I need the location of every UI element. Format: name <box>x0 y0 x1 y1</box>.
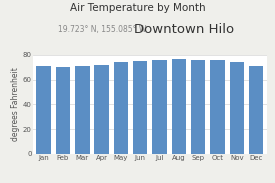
Bar <box>152 60 167 154</box>
Bar <box>191 60 205 154</box>
Bar <box>133 61 147 154</box>
Bar <box>94 65 109 154</box>
Text: Air Temperature by Month: Air Temperature by Month <box>70 3 205 13</box>
Bar <box>56 67 70 154</box>
Bar <box>172 59 186 154</box>
Bar <box>210 60 225 154</box>
Bar <box>249 66 263 154</box>
Bar <box>75 66 89 154</box>
Bar <box>36 66 51 154</box>
Text: 19.723° N, 155.085° W: 19.723° N, 155.085° W <box>57 25 146 34</box>
Bar <box>230 62 244 154</box>
Y-axis label: degrees Fahrenheit: degrees Fahrenheit <box>11 67 20 141</box>
Bar <box>114 62 128 154</box>
Text: Downtown Hilo: Downtown Hilo <box>134 23 234 36</box>
